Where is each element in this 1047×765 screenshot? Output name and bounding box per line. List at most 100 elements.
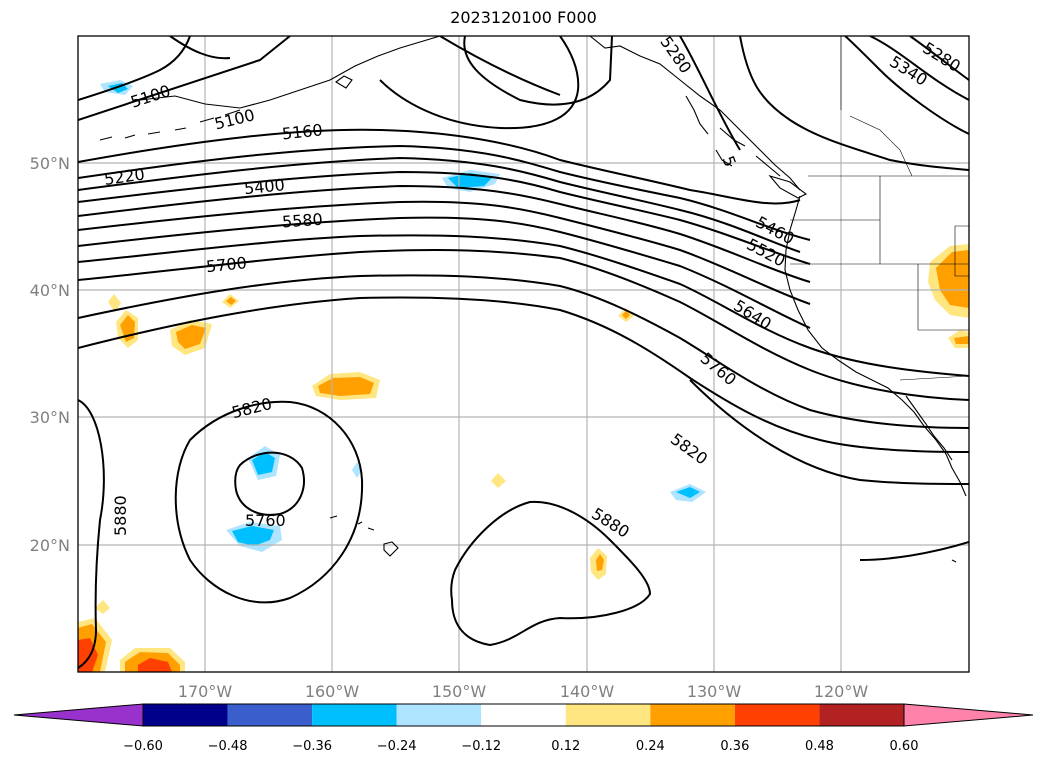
lon-label: 150°W: [432, 682, 487, 701]
map-frame: [77, 35, 970, 673]
lon-label: 130°W: [687, 682, 742, 701]
height-contours: [78, 36, 969, 669]
contour-label: 5220: [103, 164, 146, 188]
contour-label: 5100: [128, 81, 173, 112]
lon-label: 160°W: [305, 682, 360, 701]
anomaly-patch: [596, 554, 604, 571]
coastline-alaska-peninsula: [139, 36, 441, 109]
border-mexico: [899, 375, 969, 381]
lon-label: 170°W: [178, 682, 233, 701]
political-boundaries: [790, 36, 969, 381]
anomaly-patch: [95, 600, 110, 614]
lat-label: 50°N: [30, 154, 70, 173]
contour-label: 5820: [667, 429, 711, 468]
contour-labels: 5100 5100 5160 5220 5400 5580 5700 5280 …: [103, 36, 964, 542]
colorbar-tick-label: −0.48: [208, 739, 248, 754]
colorbar-extend-left: [13, 703, 144, 727]
contour-line: [859, 541, 969, 561]
coastline-hawaii: [329, 515, 399, 557]
coastline-mexico: [951, 559, 957, 563]
colorbar-tick-label: −0.12: [461, 739, 501, 754]
contour-line: [78, 170, 811, 265]
map-plot-area: 5100 5100 5160 5220 5400 5580 5700 5280 …: [78, 36, 969, 672]
contour-line: [78, 249, 969, 401]
lat-label: 30°N: [30, 408, 70, 427]
colorbar-segment: [481, 704, 566, 726]
contour-line: [78, 234, 969, 377]
contour-label: 5880: [111, 495, 130, 536]
colorbar-tick-label: 0.36: [720, 739, 749, 754]
colorbar-tick-label: −0.24: [377, 739, 417, 754]
anomaly-patch: [252, 452, 275, 475]
contour-line: [78, 399, 105, 669]
anomaly-patch: [954, 336, 969, 344]
anomaly-patch: [936, 250, 969, 308]
contour-line: [78, 274, 969, 429]
contour-line: [78, 296, 969, 453]
coastline-aleutians: [99, 109, 241, 141]
contour-line: [844, 36, 969, 135]
coastline-vancouver-island: [768, 174, 808, 199]
coastline-gulf-of-alaska: [589, 36, 801, 191]
colorbar-segment: [143, 704, 228, 726]
colorbar-tick-label: 0.48: [805, 739, 834, 754]
colorbar-segment: [734, 704, 820, 726]
contour-line: [909, 36, 969, 81]
gridlines: [78, 36, 969, 672]
anomaly-patch: [138, 658, 172, 672]
map-title: 2023120100 F000: [450, 8, 597, 27]
anomaly-patch: [676, 487, 700, 498]
colorbar-tick-labels: −0.60 −0.48 −0.36 −0.24 −0.12 0.12 0.24 0.36 0.4…: [123, 739, 918, 754]
anomaly-patch: [232, 526, 274, 546]
contour-line: [78, 128, 801, 205]
longitude-labels: 170°W 160°W 150°W 140°W 130°W 120°W: [178, 682, 869, 701]
contour-line: [739, 36, 969, 171]
contour-label: 5760: [245, 511, 286, 530]
contour-label: 5400: [243, 175, 285, 198]
colorbar-tick-label: 0.12: [551, 739, 580, 754]
anomaly-patch: [108, 294, 121, 312]
colorbar-segment: [227, 704, 313, 726]
contour-line: [450, 500, 652, 647]
contour-line: [78, 216, 811, 329]
colorbar-tick-label: −0.60: [123, 739, 163, 754]
border-states: [790, 115, 969, 331]
contour-line: [174, 400, 364, 604]
colorbar-segment: [819, 704, 904, 726]
colorbar-tick-label: −0.36: [292, 739, 332, 754]
contour-line: [379, 36, 580, 130]
contour-label: 5700: [205, 253, 247, 276]
anomaly-patch: [176, 325, 206, 349]
colorbar-segment: [650, 704, 735, 726]
colorbar-segment: [396, 704, 482, 726]
lon-label: 120°W: [814, 682, 869, 701]
contour-line: [78, 36, 191, 101]
colorbar-segment: [565, 704, 651, 726]
colorbar-tick-label: 0.24: [636, 739, 665, 754]
lat-label: 20°N: [30, 536, 70, 555]
contour-line: [78, 200, 811, 305]
contour-label: 5640: [730, 296, 775, 334]
colorbar: −0.60 −0.48 −0.36 −0.24 −0.12 0.12 0.24 0.36 0.4…: [13, 703, 1034, 754]
contour-line: [689, 379, 969, 485]
colorbar-tick-label: 0.60: [890, 739, 919, 754]
lon-label: 140°W: [560, 682, 615, 701]
contour-line: [78, 36, 613, 121]
coastline-kodiak: [335, 75, 353, 89]
contour-label: 5100: [213, 105, 257, 133]
anomaly-patch: [491, 473, 506, 488]
anomaly-patch: [226, 297, 236, 305]
contour-label: 5760: [697, 349, 740, 390]
colorbar-segment: [312, 704, 397, 726]
contour-label: 5580: [281, 210, 323, 232]
contour-label: 5: [719, 153, 740, 169]
lat-label: 40°N: [30, 281, 70, 300]
coastline-baja-gulf: [905, 395, 953, 461]
contour-line: [869, 36, 969, 101]
contour-line: [234, 451, 305, 516]
contour-label: 5820: [230, 394, 274, 422]
contour-line: [78, 156, 801, 253]
contour-label: 5340: [886, 52, 931, 90]
contour-label: 5880: [588, 504, 633, 542]
